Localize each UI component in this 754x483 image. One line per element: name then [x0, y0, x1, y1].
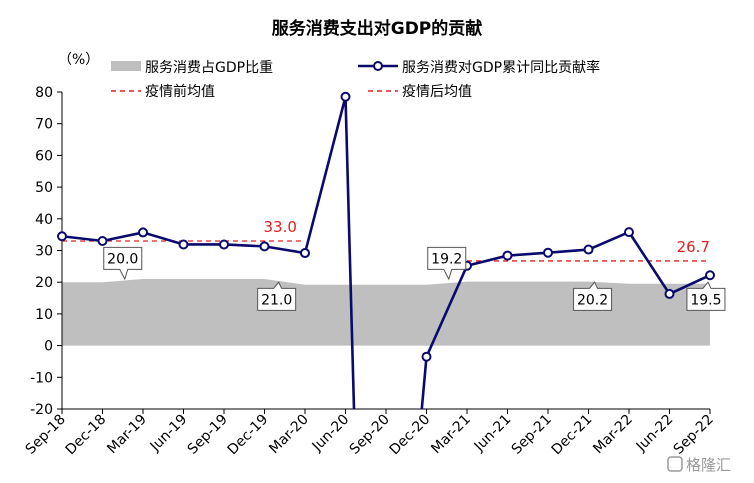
legend-label-area: 服务消费占GDP比重: [145, 60, 273, 76]
line-point: [543, 247, 553, 258]
legend-marker-line: [373, 61, 383, 71]
y-tick-label: 50: [35, 180, 53, 196]
y-tick-label: 10: [35, 307, 53, 323]
x-tick-label: Sep-21: [509, 412, 555, 458]
watermark-text: 格隆汇: [686, 456, 731, 474]
x-tick-label: Dec-18: [63, 412, 110, 459]
x-tick-label: Jun-21: [471, 412, 515, 456]
y-tick-label: 60: [35, 148, 53, 164]
line-point: [502, 250, 513, 261]
y-tick-label: 20: [35, 275, 53, 291]
x-tick-label: Dec-21: [549, 412, 596, 459]
x-tick-label: Sep-19: [185, 412, 231, 458]
y-tick-label: -20: [30, 402, 53, 418]
watermark-logo-icon: [667, 456, 683, 472]
x-tick-label: Sep-18: [23, 412, 69, 458]
pre-covid-average-label: 33.0: [263, 218, 296, 236]
x-tick-label: Sep-20: [347, 412, 393, 458]
legend-label-line: 服务消费对GDP累计同比贡献率: [402, 59, 600, 76]
callout-box: [427, 246, 467, 281]
line-point: [178, 239, 189, 250]
line-point: [421, 351, 432, 362]
post-covid-average-label: 26.7: [677, 238, 710, 256]
area-series: [62, 279, 710, 346]
legend-swatch-area: [111, 61, 141, 71]
callout-box: [103, 246, 143, 281]
y-tick-label: -10: [30, 370, 53, 386]
callout-box: [257, 281, 297, 311]
callout-box: [573, 281, 613, 311]
plot-area: 80 70 60 50 40 30 20 10 0 -10 -20Sep-18Dec-18Mar-1…: [23, 85, 726, 459]
line-point: [219, 239, 229, 250]
line-point: [97, 235, 108, 246]
x-tick-label: Dec-20: [387, 412, 434, 459]
value-callout: 19.2: [427, 246, 467, 281]
y-tick-label: 80: [35, 85, 53, 101]
y-tick-label: 40: [35, 212, 53, 228]
callout-label: 20.0: [107, 251, 138, 267]
line-point: [583, 244, 594, 255]
x-tick-label: Sep-22: [671, 412, 717, 458]
value-callout: 20.0: [103, 246, 143, 281]
y-tick-label: 30: [35, 244, 53, 260]
callout-label: 21.0: [261, 292, 292, 308]
x-tick-label: Mar-22: [590, 412, 636, 458]
line-point: [259, 241, 270, 252]
callout-label: 19.2: [431, 251, 462, 267]
line-point: [138, 227, 148, 238]
x-tick-label: Mar-20: [266, 412, 312, 458]
y-unit-label: （%）: [58, 52, 99, 68]
legend: 服务消费占GDP比重 服务消费对GDP累计同比贡献率 疫情前均值 疫情后均值: [111, 59, 600, 100]
value-callout: 21.0: [257, 281, 297, 311]
line-point: [705, 270, 715, 281]
line-point: [340, 91, 351, 102]
x-tick-label: Mar-19: [104, 412, 150, 458]
y-tick-label: 0: [44, 339, 53, 355]
x-tick-label: Jun-19: [147, 412, 191, 456]
line-point: [57, 231, 67, 242]
value-callout: 19.5: [686, 281, 726, 311]
value-callout: 20.2: [573, 281, 613, 311]
line-point: [664, 288, 675, 299]
x-tick-label: Jun-20: [309, 412, 353, 456]
watermark: 格隆汇: [667, 456, 731, 474]
chart-title: 服务消费支出对GDP的贡献: [272, 18, 483, 39]
callout-box: [686, 281, 726, 311]
callout-label: 20.2: [577, 292, 608, 308]
x-tick-label: Dec-19: [225, 412, 272, 459]
callout-label: 19.5: [690, 292, 721, 308]
y-tick-label: 70: [35, 117, 53, 133]
line-point: [300, 248, 310, 259]
x-tick-label: Mar-21: [428, 412, 474, 458]
line-point: [624, 227, 634, 238]
x-tick-label: Jun-22: [633, 412, 677, 456]
legend-label-post-avg: 疫情后均值: [402, 84, 472, 100]
legend-label-pre-avg: 疫情前均值: [145, 83, 215, 100]
